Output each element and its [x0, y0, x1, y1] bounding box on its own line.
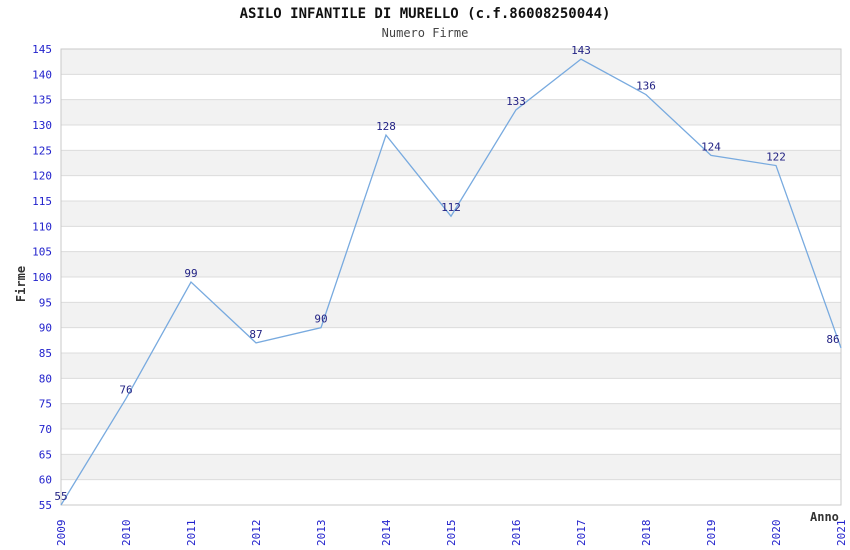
y-tick-label: 120: [32, 170, 52, 183]
data-point-label: 112: [441, 201, 461, 214]
x-tick-label: 2011: [185, 520, 198, 547]
plot-band: [61, 302, 841, 328]
plot-band: [61, 150, 841, 176]
data-point-label: 128: [376, 120, 396, 133]
data-point-label: 136: [636, 80, 656, 93]
data-point-label: 143: [571, 44, 591, 57]
data-point-label: 122: [766, 151, 786, 164]
data-line: [60, 58, 842, 506]
y-tick-label: 60: [39, 474, 52, 487]
plot-band: [61, 49, 841, 75]
y-tick-label: 70: [39, 423, 52, 436]
y-tick-label: 100: [32, 271, 52, 284]
x-tick-label: 2010: [120, 520, 133, 547]
x-tick-label: 2015: [445, 520, 458, 547]
x-tick-label: 2019: [705, 520, 718, 547]
y-tick-label: 75: [39, 398, 52, 411]
chart-title: ASILO INFANTILE DI MURELLO (c.f.86008250…: [239, 6, 611, 22]
chart-subtitle: Numero Firme: [381, 26, 469, 40]
y-tick-label: 115: [32, 195, 52, 208]
y-tick-label: 145: [32, 43, 52, 56]
plot-band: [61, 454, 841, 480]
plot-band: [61, 353, 841, 379]
x-tick-label: 2009: [55, 520, 68, 547]
x-tick-label: 2013: [315, 520, 328, 547]
y-tick-label: 55: [39, 499, 52, 512]
x-tick-label: 2017: [575, 520, 588, 547]
x-tick-label: 2020: [770, 520, 783, 547]
plot-band: [61, 99, 841, 125]
x-tick-label: 2018: [640, 520, 653, 547]
data-point-label: 124: [701, 140, 721, 153]
x-tick-label: 2012: [250, 520, 263, 547]
data-point-label: 86: [826, 333, 839, 346]
y-tick-label: 140: [32, 68, 52, 81]
y-tick-label: 80: [39, 372, 52, 385]
data-point-label: 76: [119, 384, 132, 397]
y-tick-label: 130: [32, 119, 52, 132]
x-tick-label: 2021: [835, 520, 848, 547]
y-tick-label: 85: [39, 347, 52, 360]
data-point-label: 90: [314, 313, 327, 326]
data-point-label: 133: [506, 95, 526, 108]
data-point-label: 99: [184, 267, 197, 280]
plot-band: [61, 403, 841, 429]
x-tick-label: 2014: [380, 519, 393, 546]
y-tick-label: 90: [39, 322, 52, 335]
data-point-label: 55: [54, 490, 67, 503]
y-tick-label: 65: [39, 448, 52, 461]
plot-band: [61, 251, 841, 277]
y-tick-label: 110: [32, 220, 52, 233]
y-tick-label: 135: [32, 94, 52, 107]
x-axis-title: Anno: [810, 510, 839, 524]
x-tick-label: 2016: [510, 520, 523, 547]
y-tick-label: 95: [39, 296, 52, 309]
plot-border: [60, 48, 842, 506]
y-tick-label: 125: [32, 144, 52, 157]
data-point-label: 87: [249, 328, 262, 341]
y-tick-label: 105: [32, 246, 52, 259]
plot-band: [61, 201, 841, 227]
